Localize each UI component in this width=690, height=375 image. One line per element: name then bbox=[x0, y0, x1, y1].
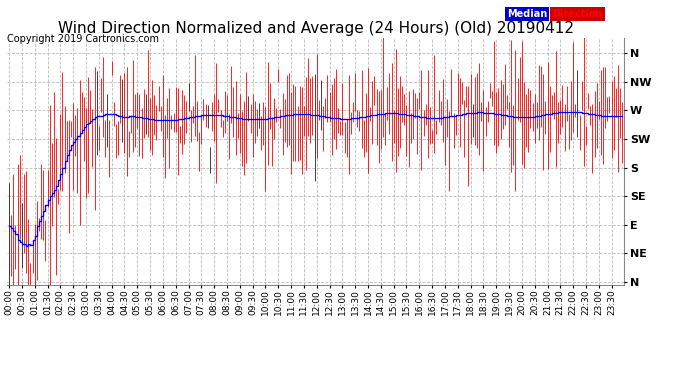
Title: Wind Direction Normalized and Average (24 Hours) (Old) 20190412: Wind Direction Normalized and Average (2… bbox=[58, 21, 573, 36]
Text: Median: Median bbox=[507, 9, 547, 19]
Text: Copyright 2019 Cartronics.com: Copyright 2019 Cartronics.com bbox=[7, 34, 159, 44]
Text: Direction: Direction bbox=[552, 9, 602, 19]
